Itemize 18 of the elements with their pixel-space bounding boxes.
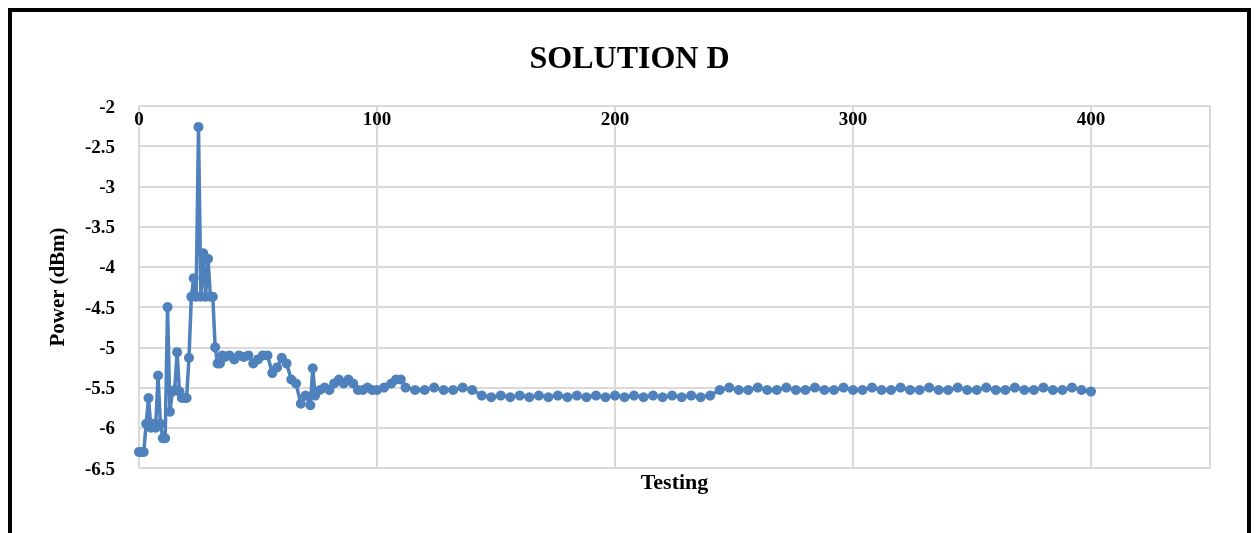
y-tick-label: -2: [99, 95, 115, 117]
y-tick-label: -6.5: [84, 457, 115, 479]
y-tick-label: -5: [99, 336, 115, 358]
x-tick-label: 200: [600, 108, 630, 129]
y-tick-label: -3: [99, 175, 115, 197]
x-tick-label: 300: [838, 108, 868, 129]
x-tick-label: 100: [362, 108, 392, 129]
y-tick-label: -4: [99, 256, 116, 278]
y-tick-label: -4.5: [84, 296, 115, 318]
x-axis-title: Testing: [640, 468, 709, 494]
y-tick-label: -3.5: [84, 216, 115, 238]
x-tick-label: 0: [134, 108, 144, 129]
y-axis-title: Power (dBm): [44, 227, 69, 347]
chart-title: SOLUTION D: [529, 39, 730, 75]
y-tick-label: -6: [99, 417, 115, 439]
y-tick-label: -5.5: [84, 377, 115, 399]
y-tick-label: -2.5: [84, 135, 115, 157]
x-tick-label: 400: [1076, 108, 1106, 129]
